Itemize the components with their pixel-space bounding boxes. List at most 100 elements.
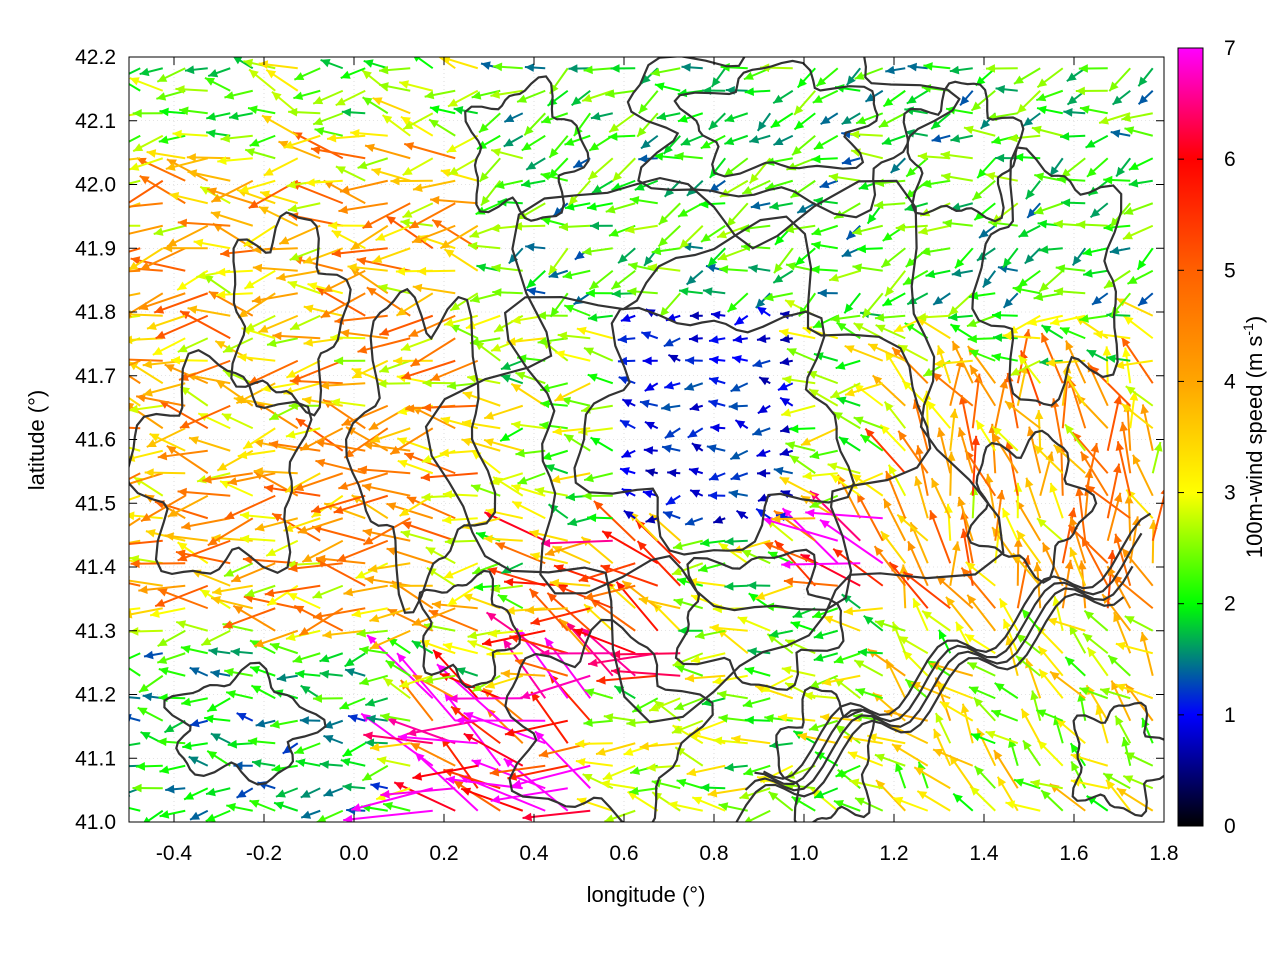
wind-arrow-head [618,376,629,385]
wind-arrow-head [1078,64,1088,73]
wind-arrow-head [380,712,390,722]
wind-arrow-head [838,437,849,446]
wind-arrow-head [1138,94,1149,105]
wind-arrow-head [846,75,856,86]
wind-arrow-head [512,501,523,510]
wind-arrow-head [379,82,389,91]
wind-arrow-head [985,171,996,181]
wind-arrow-head [552,426,562,436]
wind-arrow-head [1002,508,1011,519]
wind-arrow-head [841,156,852,166]
wind-arrow-head [158,667,169,676]
y-axis-title: latitude (°) [24,390,49,491]
wind-arrow [129,269,141,273]
wind-arrow-head [196,271,206,280]
wind-arrow-head [539,421,549,430]
wind-arrow-head [548,264,558,275]
wind-arrow [888,561,929,609]
wind-arrow-head [571,96,582,106]
wind-arrow-head [874,200,884,210]
wind-arrow-head [609,228,619,237]
wind-arrow-head [841,248,852,257]
wind-arrow-head [463,712,474,721]
wind-arrow-head [883,498,892,509]
wind-arrow-head [856,116,867,125]
contour-line [464,75,590,222]
wind-arrow-head [313,611,323,621]
wind-arrow-head [917,791,928,800]
wind-arrow-head [179,420,190,429]
wind-arrow-head [991,353,1002,362]
wind-arrow-head [573,159,584,168]
wind-arrow-head [950,324,961,333]
wind-arrow-head [342,748,353,757]
wind-arrow-head [1160,489,1164,495]
wind-arrow-head [779,447,790,457]
wind-arrow-head [506,337,516,346]
wind-arrow-head [271,91,282,101]
wind-arrow-head [491,263,501,273]
x-tick-label: 0.6 [609,842,638,865]
wind-arrow-head [797,78,807,88]
wind-arrow-head [407,728,417,737]
y-tick-label: 41.8 [75,301,116,324]
wind-arrow-head [430,195,440,205]
wind-arrow-head [921,247,931,256]
contour-line [754,532,1143,786]
wind-arrow-head [1139,632,1149,642]
wind-arrow-head [440,240,451,249]
wind-arrow-head [1023,117,1034,126]
wind-arrow-head [396,307,407,316]
wind-arrow-head [237,450,248,460]
wind-arrow-head [949,408,959,419]
wind-arrow-head [853,416,864,425]
wind-arrow-head [412,772,423,781]
wind-arrow-head [517,94,527,103]
x-tick-label: -0.4 [156,842,193,865]
wind-arrow-head [656,112,667,121]
wind-arrow-head [1064,559,1074,570]
wind-arrow-head [239,184,249,193]
wind-arrow-head [949,65,960,75]
wind-arrow-head [370,434,381,443]
wind-arrow-head [982,277,992,288]
wind-arrow-head [816,77,827,87]
wind-arrow-head [596,747,606,756]
wind-arrow [385,215,434,250]
wind-arrow-head [781,666,792,675]
wind-arrow-head [1060,327,1070,336]
wind-arrow-head [1063,108,1073,117]
wind-arrow-head [593,500,604,511]
wind-arrow-head [467,640,478,649]
wind-arrow-head [149,433,160,442]
wind-arrow-head [952,541,961,551]
wind-arrow-head [350,241,361,250]
wind-arrow-head [422,403,432,412]
wind-arrow-head [525,242,535,252]
wind-arrow-head [299,627,310,636]
wind-arrow [178,359,231,381]
wind-arrow-head [157,638,168,647]
wind-arrow-head [752,359,763,368]
wind-arrow-head [968,686,979,695]
wind-arrow-head [730,472,741,481]
wind-arrow-head [402,166,413,176]
wind-arrow-head [1072,255,1082,266]
wind-arrow [490,787,568,802]
wind-arrow-head [223,344,233,353]
wind-arrow-head [340,757,351,767]
wind-arrow-head [270,720,280,729]
wind-arrow-head [140,261,151,270]
wind-arrow-head [422,378,432,388]
wind-arrow-head [671,567,682,576]
wind-arrow-head [1083,633,1093,643]
wind-arrow-head [567,517,578,527]
x-tick-label: 1.6 [1059,842,1088,865]
wind-arrow-head [1103,175,1113,185]
wind-arrow-head [785,441,796,450]
wind-arrow-head [541,115,552,124]
wind-arrow-head [377,379,387,388]
wind-arrow-head [111,203,120,212]
wind-arrow-head [157,451,168,461]
wind-arrow-head [565,492,576,502]
